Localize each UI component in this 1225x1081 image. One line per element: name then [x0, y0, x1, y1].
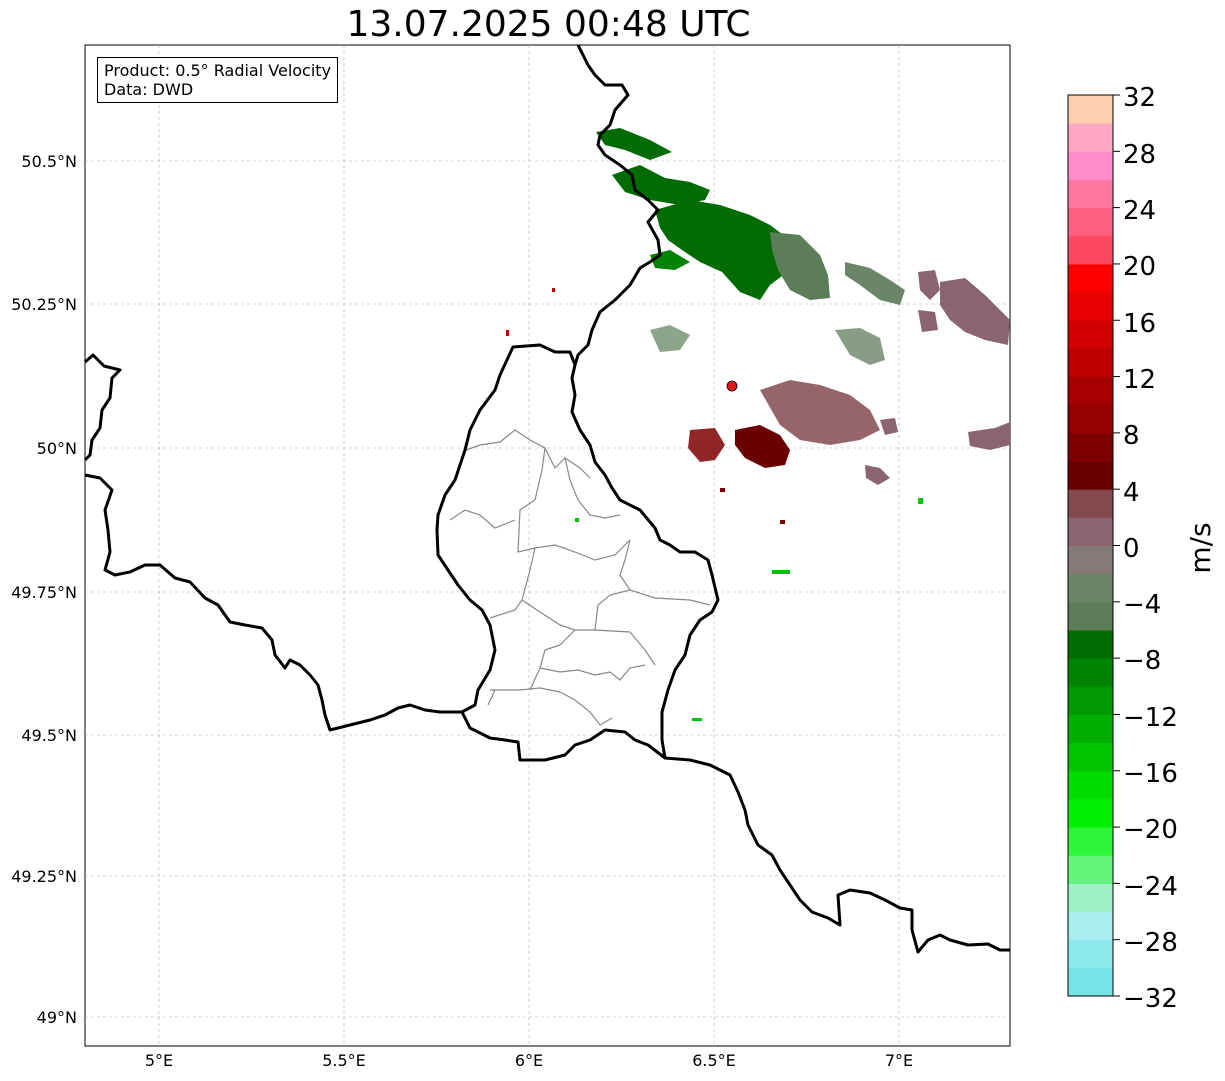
gridlines [85, 45, 1010, 1046]
colorbar-segment [1068, 348, 1113, 378]
lon-tick-label: 5°E [145, 1051, 173, 1070]
echo-outbound-weak [968, 422, 1010, 450]
echo-outbound-weak [940, 278, 1010, 345]
colorbar-tick-label: 16 [1123, 309, 1156, 339]
colorbar-segment [1068, 601, 1113, 631]
colorbar-segment [1068, 658, 1113, 687]
colorbar-tick-label: −24 [1123, 872, 1178, 902]
echo-outbound-medium [688, 428, 725, 462]
echo-outbound-weak [918, 270, 940, 300]
colorbar-tick-label: 4 [1123, 478, 1140, 508]
lon-tick-label: 5.5°E [322, 1051, 366, 1070]
lat-tick-label: 50.5°N [21, 152, 77, 171]
echo-outbound-weak [865, 465, 890, 485]
echo-inbound-strong [612, 165, 710, 205]
colorbar-segment [1068, 827, 1113, 856]
product-label: Product: 0.5° Radial Velocity [104, 61, 332, 80]
echo-inbound-strong [596, 128, 672, 160]
colorbar-segment [1068, 629, 1113, 659]
colorbar-tick-label: 0 [1123, 534, 1140, 564]
radar-site-marker [726, 380, 738, 392]
colorbar-segment [1068, 911, 1113, 941]
echo-inbound-weak [770, 232, 830, 300]
lat-tick-label: 49.5°N [21, 726, 77, 745]
lat-tick-labels: 50.5°N 50.25°N 50°N 49.75°N 49.5°N 49.25… [11, 152, 77, 1027]
echo-outbound-strong [735, 425, 790, 468]
lat-tick-label: 50°N [37, 439, 77, 458]
lat-tick-label: 49°N [37, 1008, 77, 1027]
echo-outbound-weak [880, 418, 898, 435]
colorbar-segment [1068, 320, 1113, 349]
lat-tick-label: 49.25°N [11, 867, 77, 886]
colorbar-tick-label: −12 [1123, 703, 1178, 733]
lat-tick-label: 50.25°N [11, 295, 77, 314]
echo-outbound-weak [918, 310, 938, 332]
colorbar-segment [1068, 545, 1113, 575]
country-borders [83, 44, 1010, 954]
data-source-label: Data: DWD [104, 80, 194, 99]
colorbar-segment [1068, 967, 1113, 997]
colorbar-segment [1068, 207, 1113, 237]
colorbar-segment [1068, 883, 1113, 913]
colorbar-tick-label: 28 [1123, 140, 1156, 170]
colorbar-tick-label: −32 [1123, 984, 1178, 1014]
colorbar-segment [1068, 151, 1113, 180]
colorbar-segment [1068, 404, 1113, 434]
map-frame [84, 44, 1011, 1047]
colorbar-tick-label: 8 [1123, 421, 1140, 451]
colorbar-segment [1068, 432, 1113, 462]
colorbar-segment [1068, 489, 1113, 518]
colorbar-segment [1068, 742, 1113, 772]
lon-tick-label: 6.5°E [692, 1051, 736, 1070]
echo-neutral [845, 262, 905, 305]
colorbar-segment [1068, 573, 1113, 603]
colorbar-tick-label: −16 [1123, 759, 1178, 789]
colorbar-tick-label: −28 [1123, 928, 1178, 958]
colorbar-segment [1068, 939, 1113, 969]
colorbar-tick-labels: 32 28 24 20 16 12 8 4 0 −4 −8 −12 −16 −2… [1123, 83, 1178, 1014]
colorbar [1067, 94, 1120, 997]
colorbar-segment [1068, 461, 1113, 490]
lat-tick-label: 49.75°N [11, 583, 77, 602]
lon-tick-labels: 5°E 5.5°E 6°E 6.5°E 7°E [145, 1051, 913, 1070]
colorbar-segment [1068, 263, 1113, 293]
colorbar-segment [1068, 855, 1113, 884]
echo-neutral [835, 328, 885, 365]
canton-borders [449, 429, 711, 726]
echo-inbound-strong [655, 200, 800, 300]
colorbar-label: m/s [1184, 522, 1217, 573]
colorbar-segment [1068, 686, 1113, 715]
info-box: Product: 0.5° Radial Velocity Data: DWD [97, 57, 339, 103]
colorbar-segment [1068, 179, 1113, 209]
colorbar-tick-label: 32 [1123, 83, 1156, 113]
colorbar-segment [1068, 798, 1113, 828]
colorbar-segment [1068, 770, 1113, 800]
colorbar-tick-label: −8 [1123, 646, 1161, 676]
colorbar-tick-label: 20 [1123, 252, 1156, 282]
colorbar-segment [1068, 517, 1113, 546]
colorbar-tick-label: 24 [1123, 196, 1156, 226]
colorbar-segment [1068, 95, 1113, 124]
colorbar-segment [1068, 123, 1113, 152]
colorbar-tick-label: 12 [1123, 365, 1156, 395]
lon-tick-label: 6°E [515, 1051, 543, 1070]
echo-outbound-weak [760, 380, 880, 445]
lon-tick-label: 7°E [885, 1051, 913, 1070]
colorbar-segment [1068, 235, 1113, 265]
colorbar-segment [1068, 714, 1113, 744]
colorbar-segment [1068, 376, 1113, 406]
colorbar-tick-label: −4 [1123, 590, 1161, 620]
map-title: 13.07.2025 00:48 UTC [346, 4, 751, 45]
colorbar-segment [1068, 292, 1113, 321]
radar-echoes [506, 128, 1010, 721]
colorbar-tick-label: −20 [1123, 815, 1178, 845]
echo-inbound-weak [650, 325, 690, 352]
